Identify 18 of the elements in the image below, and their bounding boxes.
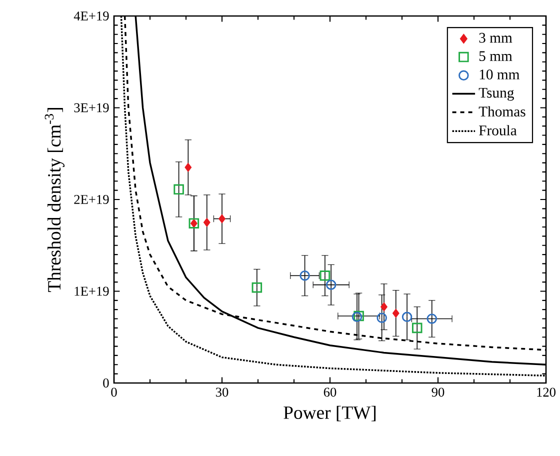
x-tick-label: 30 [216, 388, 228, 397]
x-tick-label: 0 [111, 388, 117, 397]
legend-label: Thomas [478, 106, 526, 117]
y-tick-label: 1E+19 [74, 286, 109, 296]
legend-label: 5 mm [479, 51, 512, 62]
legend-label: 10 mm [480, 70, 520, 80]
y-axis-title: Threshold density [cm$^{-3}$] [44, 108, 64, 292]
legend-label: Tsung [478, 88, 514, 101]
x-tick-label: 60 [324, 388, 336, 397]
legend-label: 3 mm [479, 32, 512, 43]
x-tick-label: 90 [432, 388, 444, 397]
y-tick-label: 2E+19 [74, 195, 109, 204]
y-tick-label: 3E+19 [74, 103, 109, 112]
y-tick-label: 4E+19 [74, 12, 109, 20]
x-axis-title: Power [TW] [284, 406, 376, 422]
x-tick-label: 120 [537, 388, 556, 397]
y-tick-label: 0 [103, 378, 109, 388]
legend-label: Froula [479, 125, 517, 136]
